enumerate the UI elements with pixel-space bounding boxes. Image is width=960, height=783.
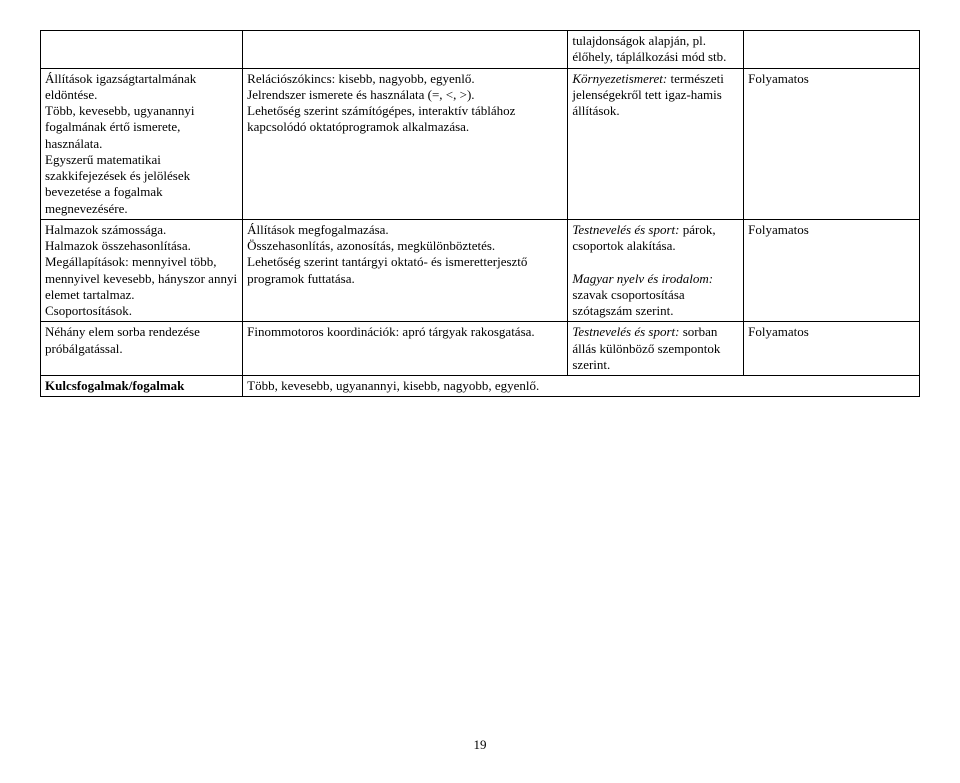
subject-desc: szavak csoportosítása szótagszám szerint… — [572, 287, 684, 318]
cell-col1: Halmazok számossága. Halmazok összehason… — [41, 219, 243, 322]
cell-col1 — [41, 31, 243, 69]
cell-col1: Állítások igazságtartalmának eldöntése. … — [41, 68, 243, 219]
page-number: 19 — [40, 737, 920, 753]
kulcs-label-cell: Kulcsfogalmak/fogalmak — [41, 376, 243, 397]
cell-col2: Állítások megfogalmazása. Összehasonlítá… — [243, 219, 568, 322]
table-row: Halmazok számossága. Halmazok összehason… — [41, 219, 920, 322]
cell-col1: Néhány elem sorba rendezése próbálgatáss… — [41, 322, 243, 376]
table-row: Állítások igazságtartalmának eldöntése. … — [41, 68, 920, 219]
table-row: tulajdonságok alapján, pl. élőhely, tápl… — [41, 31, 920, 69]
kulcs-label: Kulcsfogalmak/fogalmak — [45, 378, 184, 393]
subject-ref: Testnevelés és sport: — [572, 324, 679, 339]
cell-col3: tulajdonságok alapján, pl. élőhely, tápl… — [568, 31, 744, 69]
cell-col3: Testnevelés és sport: párok, csoportok a… — [568, 219, 744, 322]
table-row: Néhány elem sorba rendezése próbálgatáss… — [41, 322, 920, 376]
cell-col4: Folyamatos — [744, 322, 920, 376]
cell-col4: Folyamatos — [744, 219, 920, 322]
cell-col2: Finommotoros koordinációk: apró tárgyak … — [243, 322, 568, 376]
curriculum-table: tulajdonságok alapján, pl. élőhely, tápl… — [40, 30, 920, 397]
subject-ref: Magyar nyelv és irodalom: — [572, 271, 713, 286]
cell-col2: Relációszókincs: kisebb, nagyobb, egyenl… — [243, 68, 568, 219]
cell-col2 — [243, 31, 568, 69]
cell-col3: Környezetismeret: természeti jelenségekr… — [568, 68, 744, 219]
cell-col4 — [744, 31, 920, 69]
subject-ref: Környezetismeret: — [572, 71, 667, 86]
table-footer-row: Kulcsfogalmak/fogalmak Több, kevesebb, u… — [41, 376, 920, 397]
kulcs-value-cell: Több, kevesebb, ugyanannyi, kisebb, nagy… — [243, 376, 920, 397]
cell-col3: Testnevelés és sport: sorban állás külön… — [568, 322, 744, 376]
cell-col4: Folyamatos — [744, 68, 920, 219]
subject-ref: Testnevelés és sport: — [572, 222, 679, 237]
